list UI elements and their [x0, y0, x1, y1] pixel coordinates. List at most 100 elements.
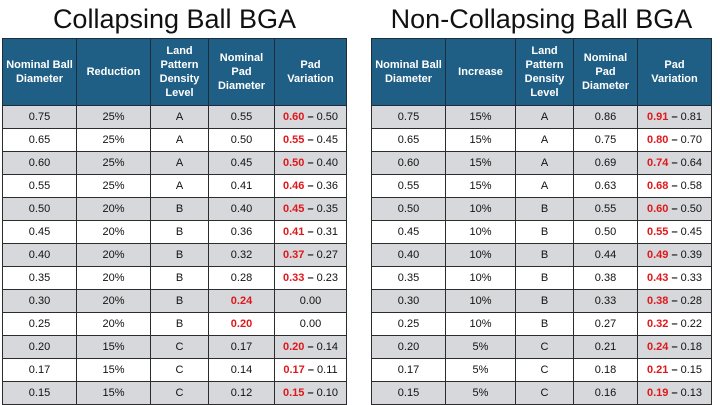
pad-diameter-cell: 0.50 — [573, 220, 638, 244]
pad-variation-cell: 0.50 – 0.40 — [274, 151, 347, 175]
ball-diameter-cell: 0.60 — [371, 151, 446, 175]
pad-variation-min: 0.36 — [316, 180, 339, 192]
density-level-cell: B — [150, 289, 209, 313]
percent-change-cell: 20% — [76, 312, 151, 336]
percent-change-cell: 25% — [76, 128, 151, 152]
pad-diameter-cell: 0.36 — [208, 220, 275, 244]
percent-change-cell: 10% — [445, 289, 516, 313]
pad-diameter-cell: 0.32 — [208, 243, 275, 267]
pad-variation-max: 0.60 — [646, 203, 669, 215]
pad-variation-min: 0.15 — [680, 364, 703, 376]
density-level-cell: B — [515, 220, 574, 244]
pad-diameter-cell: 0.21 — [573, 335, 638, 359]
range-dash: – — [307, 157, 314, 169]
header-pad-variation: Pad Variation — [274, 38, 347, 106]
range-dash: – — [307, 249, 314, 261]
pad-diameter-cell: 0.38 — [573, 266, 638, 290]
ball-diameter-cell: 0.65 — [371, 128, 446, 152]
density-level-cell: C — [150, 335, 209, 359]
header-pad-variation: Pad Variation — [637, 38, 712, 106]
ball-diameter-cell: 0.65 — [2, 128, 77, 152]
pad-variation-max: 0.60 — [282, 111, 305, 123]
pad-diameter-cell: 0.12 — [208, 381, 275, 405]
table-row: 0.50 10% B 0.55 0.60 – 0.50 — [371, 197, 712, 221]
ball-diameter-cell: 0.40 — [2, 243, 77, 267]
pad-variation-min: 0.45 — [316, 134, 339, 146]
pad-variation-min: 0.28 — [680, 295, 703, 307]
ball-diameter-cell: 0.30 — [371, 289, 446, 313]
pad-variation-min: 0.31 — [316, 226, 339, 238]
percent-change-cell: 15% — [445, 128, 516, 152]
pad-variation-max: 0.20 — [282, 341, 305, 353]
pad-variation-min: 0.70 — [680, 134, 703, 146]
ball-diameter-cell: 0.75 — [371, 105, 446, 129]
pad-variation-max: 0.55 — [646, 226, 669, 238]
pad-variation-max: 0.55 — [282, 134, 305, 146]
pad-variation-cell: 0.41 – 0.31 — [274, 220, 347, 244]
header-nominal-ball-diameter: Nominal Ball Diameter — [2, 38, 77, 106]
percent-change-cell: 10% — [445, 266, 516, 290]
pad-diameter-cell: 0.28 — [208, 266, 275, 290]
pad-variation-min: 0.22 — [680, 318, 703, 330]
pad-diameter-cell: 0.75 — [573, 128, 638, 152]
density-level-cell: B — [515, 289, 574, 313]
range-dash: – — [671, 295, 678, 307]
range-dash: – — [671, 111, 678, 123]
density-level-cell: C — [150, 381, 209, 405]
ball-diameter-cell: 0.17 — [2, 358, 77, 382]
range-dash: – — [671, 226, 678, 238]
pad-variation-max: 0.41 — [282, 226, 305, 238]
density-level-cell: C — [150, 358, 209, 382]
range-dash: – — [671, 180, 678, 192]
table-row: 0.17 15% C 0.14 0.17 – 0.11 — [2, 358, 347, 382]
pad-diameter-cell: 0.55 — [208, 105, 275, 129]
ball-diameter-cell: 0.20 — [2, 335, 77, 359]
ball-diameter-cell: 0.50 — [2, 197, 77, 221]
range-dash: – — [671, 387, 678, 399]
range-dash: – — [671, 318, 678, 330]
percent-change-cell: 5% — [445, 358, 516, 382]
pad-variation-cell: 0.19 – 0.13 — [637, 381, 712, 405]
pad-variation-cell: 0.46 – 0.36 — [274, 174, 347, 198]
percent-change-cell: 20% — [76, 243, 151, 267]
table-row: 0.15 15% C 0.12 0.15 – 0.10 — [2, 381, 347, 405]
ball-diameter-cell: 0.45 — [2, 220, 77, 244]
percent-change-cell: 20% — [76, 266, 151, 290]
density-level-cell: A — [150, 174, 209, 198]
pad-variation-max: 0.17 — [283, 364, 305, 376]
pad-variation-min: 0.33 — [680, 272, 703, 284]
percent-change-cell: 15% — [445, 174, 516, 198]
table-row: 0.20 5% C 0.21 0.24 – 0.18 — [371, 335, 712, 359]
table-row: 0.55 25% A 0.41 0.46 – 0.36 — [2, 174, 347, 198]
pad-diameter-cell: 0.24 — [208, 289, 275, 313]
percent-change-cell: 10% — [445, 197, 516, 221]
header-increase: Increase — [445, 38, 516, 106]
table-row: 0.45 20% B 0.36 0.41 – 0.31 — [2, 220, 347, 244]
pad-variation-max: 0.46 — [282, 180, 305, 192]
pad-variation-max: 0.80 — [646, 134, 669, 146]
header-reduction: Reduction — [76, 38, 151, 106]
density-level-cell: A — [515, 105, 574, 129]
table-row: 0.40 20% B 0.32 0.37 – 0.27 — [2, 243, 347, 267]
pad-diameter-cell: 0.18 — [573, 358, 638, 382]
pad-variation-min: 0.64 — [680, 157, 703, 169]
ball-diameter-cell: 0.55 — [371, 174, 446, 198]
pad-diameter-cell: 0.44 — [573, 243, 638, 267]
range-dash: – — [671, 203, 678, 215]
density-level-cell: A — [515, 128, 574, 152]
density-level-cell: A — [515, 151, 574, 175]
range-dash: – — [307, 203, 314, 215]
range-dash: – — [671, 341, 678, 353]
table-row: 0.60 15% A 0.69 0.74 – 0.64 — [371, 151, 712, 175]
pad-variation-min: 0.13 — [680, 387, 703, 399]
pad-variation-max: 0.33 — [282, 272, 305, 284]
pad-variation-max: 0.50 — [282, 157, 305, 169]
pad-diameter-cell: 0.27 — [573, 312, 638, 336]
density-level-cell: B — [150, 312, 209, 336]
range-dash: – — [671, 157, 678, 169]
density-level-cell: C — [515, 358, 574, 382]
range-dash: – — [307, 111, 314, 123]
ball-diameter-cell: 0.25 — [371, 312, 446, 336]
pad-variation-max: 0.24 — [646, 341, 669, 353]
ball-diameter-cell: 0.30 — [2, 289, 77, 313]
